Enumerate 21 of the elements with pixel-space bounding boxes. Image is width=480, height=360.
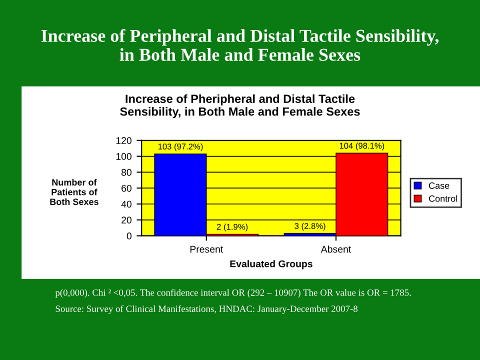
y-tick-label: 60	[122, 184, 132, 192]
y-tick-label: 80	[121, 168, 132, 176]
legend-label: Control	[429, 195, 458, 202]
legend-label: Case	[429, 182, 450, 189]
y-axis-title: Number of Patients of Both Sexes	[50, 178, 98, 206]
x-axis-title: Evaluated Groups	[230, 260, 312, 270]
data-label: 104 (98.1%)	[340, 142, 384, 150]
data-label: 3 (2.8%)	[294, 222, 326, 231]
chart-subtitle: Increase of Pheripheral and Distal Tactile Sensibility, in Both Male and Female Sexes	[120, 94, 360, 118]
y-tick-label: 120	[116, 137, 132, 144]
x-tick-label: Present	[190, 246, 224, 253]
y-tick-label: 0	[126, 232, 132, 240]
data-label: 2 (1.9%)	[216, 224, 248, 232]
chart-title: Increase of Peripheral and Distal Tactile Sensibility, in Both Male and Female Sexes	[41, 29, 439, 61]
y-tick-label: 40	[121, 200, 132, 208]
y-tick-label: 100	[116, 153, 132, 160]
y-tick-label: 20	[122, 216, 132, 224]
x-tick-label: Absent	[320, 246, 352, 253]
data-label: 103 (97.2%)	[158, 143, 203, 152]
source-note: Source: Survey of Clinical Manifestations, HNDAC: January-December 2007-8	[56, 305, 358, 314]
text: p(0,000). Chi ² <0,05. The confidence interval OR (292 – 10907) The OR value is OR = 1785.	[55, 289, 411, 298]
